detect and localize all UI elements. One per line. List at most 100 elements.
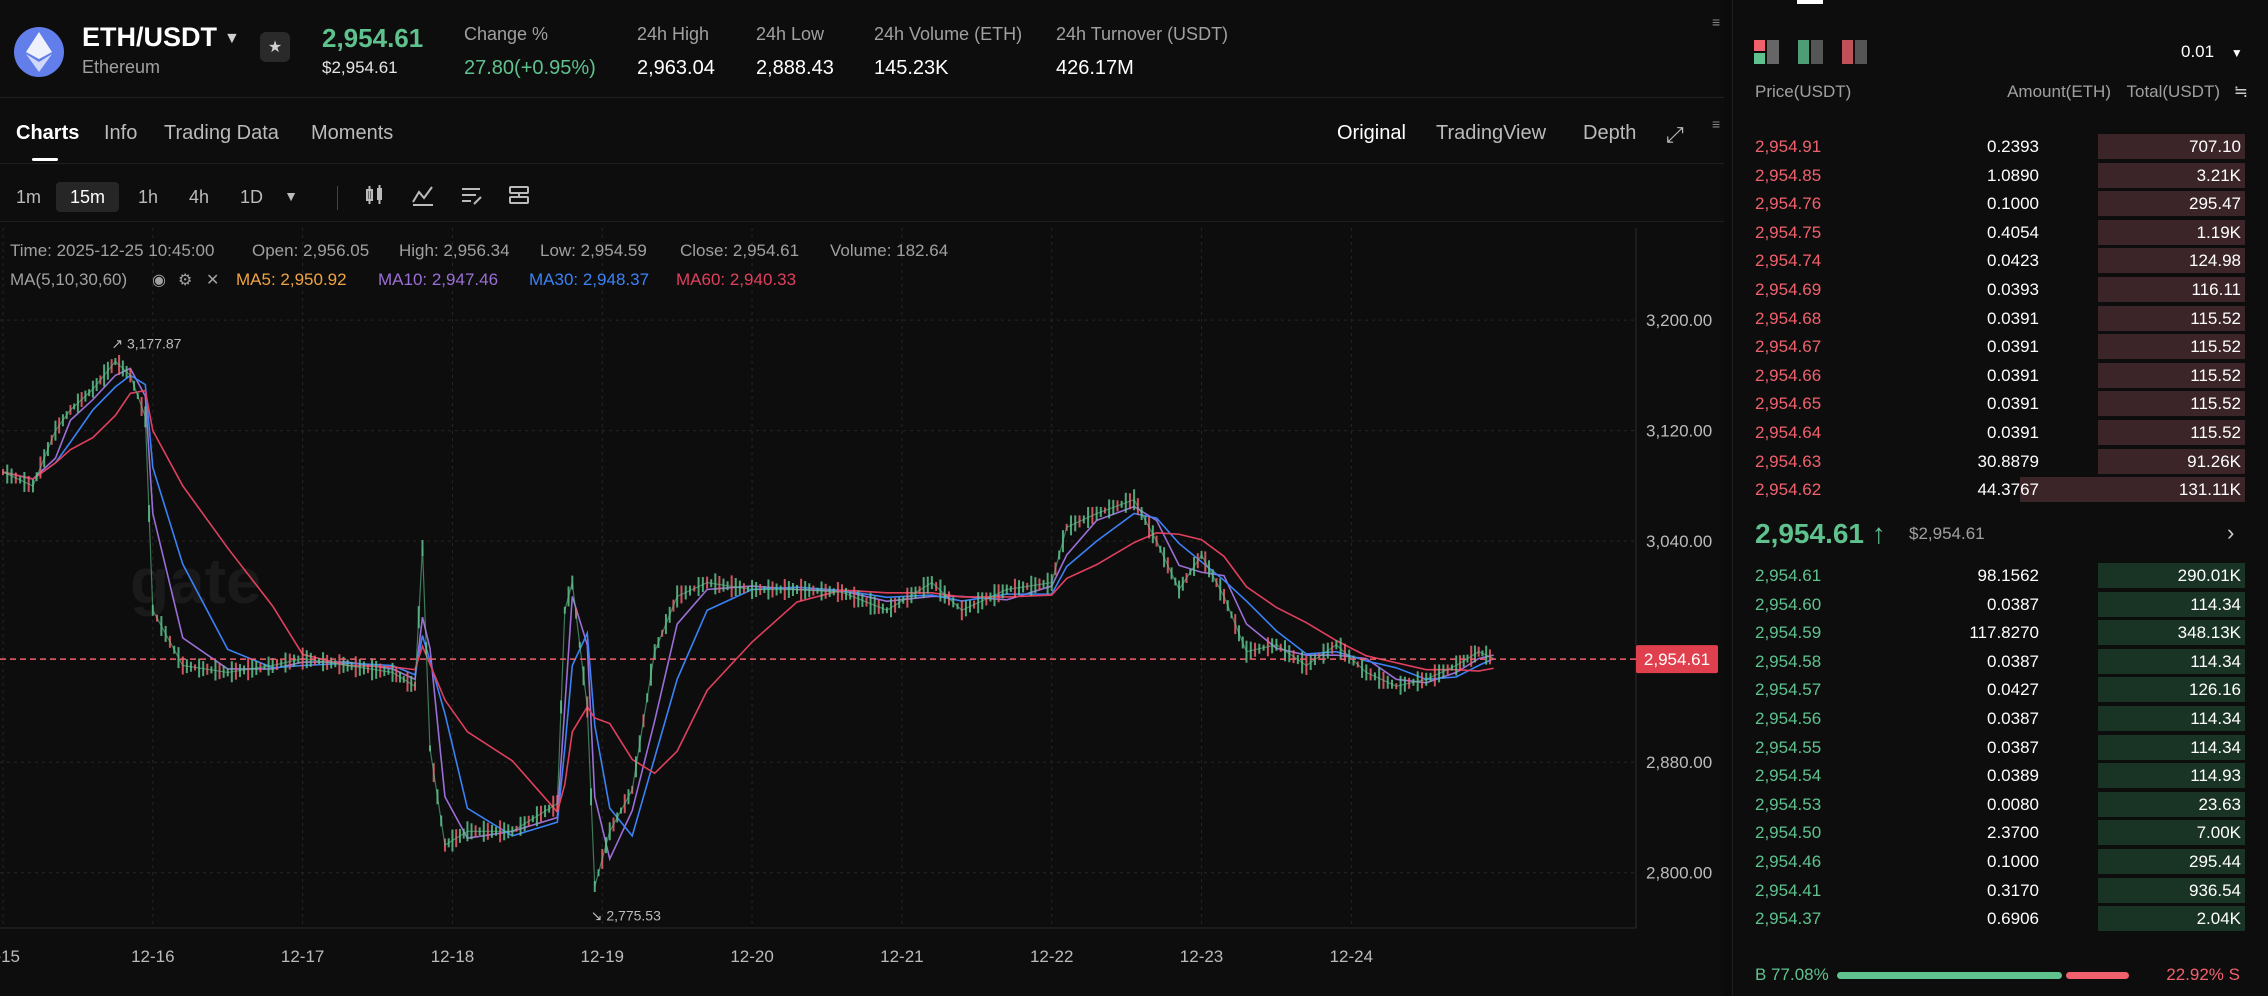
row-amount: 2.3700 [1987,823,2039,843]
bid-row[interactable]: 2,954.59 117.8270 348.13K [1733,618,2268,646]
ask-row[interactable]: 2,954.62 44.3767 131.11K [1733,475,2268,503]
header-total: Total(USDT) [2126,82,2220,101]
row-total: 124.98 [2189,251,2241,271]
ask-row[interactable]: 2,954.65 0.0391 115.52 [1733,389,2268,417]
row-amount: 0.0387 [1987,737,2039,757]
ask-row[interactable]: 2,954.85 1.0890 3.21K [1733,161,2268,189]
close-icon[interactable]: ✕ [206,270,219,289]
depth-bar [2098,763,2245,789]
row-price: 2,954.76 [1755,194,1822,214]
precision-select[interactable]: 0.01 ▼ [2181,42,2243,62]
eye-icon[interactable]: ◉ [152,270,166,289]
depth-bar [2098,620,2245,646]
y-tick-label: 3,040.00 [1646,532,1712,551]
buy-ratio-bar [1837,972,2062,979]
depth-bar [2098,134,2245,159]
ma60-value: MA60: 2,940.33 [676,270,796,289]
ask-row[interactable]: 2,954.63 30.8879 91.26K [1733,447,2268,475]
depth-bar [2098,162,2245,188]
chevron-right-icon[interactable]: › [2227,520,2235,545]
tab-charts[interactable]: Charts [16,122,80,144]
bid-row[interactable]: 2,954.56 0.0387 114.34 [1733,704,2268,732]
price-chart[interactable]: gate 2,954.61 ↗ 3,177.87 ↘ 2,775.53 Time: … [0,228,1724,988]
row-total: 115.52 [2190,394,2241,414]
bid-row[interactable]: 2,954.46 0.1000 295.44 [1733,847,2268,875]
row-amount: 0.1000 [1987,852,2039,871]
drawing-tools-icon[interactable] [458,184,484,210]
row-amount: 0.0387 [1987,651,2039,671]
price-chart-svg[interactable]: gate 2,954.61 ↗ 3,177.87 ↘ 2,775.53 Time: … [0,228,1724,988]
row-price: 2,954.74 [1755,251,1822,271]
bid-row[interactable]: 2,954.50 2.3700 7.00K [1733,818,2268,846]
bid-row[interactable]: 2,954.37 0.6906 2.04K [1733,904,2268,932]
ohlc-close: Close: 2,954.61 [680,241,799,260]
bid-row[interactable]: 2,954.58 0.0387 114.34 [1733,647,2268,675]
depth-bar [2098,877,2245,903]
row-price: 2,954.65 [1755,394,1822,414]
timeframe-4h[interactable]: 4h [189,187,210,207]
tab-trading-data[interactable]: Trading Data [164,122,279,144]
depth-bar [2098,820,2245,846]
tab-tradingview[interactable]: TradingView [1436,122,1547,144]
row-total: 115.52 [2190,423,2241,442]
orderbook-both-icon[interactable] [1753,38,1781,66]
row-total: 295.47 [2189,194,2241,214]
row-total: 114.34 [2190,737,2241,757]
ask-row[interactable]: 2,954.67 0.0391 115.52 [1733,332,2268,360]
bid-row[interactable]: 2,954.41 0.3170 936.54 [1733,876,2268,904]
drag-handle-icon[interactable]: ≡ [1712,14,1721,30]
candlestick-icon[interactable] [362,184,388,210]
mid-price-usd: $2,954.61 [1909,524,1985,543]
bid-row[interactable]: 2,954.54 0.0389 114.93 [1733,761,2268,789]
ask-row[interactable]: 2,954.66 0.0391 115.52 [1733,361,2268,389]
tab-depth[interactable]: Depth [1583,122,1637,144]
pair-name: Ethereum [82,57,161,77]
ask-row[interactable]: 2,954.91 0.2393 707.10 [1733,132,2268,160]
sort-icon[interactable]: ≒ [2233,82,2248,101]
expand-icon[interactable]: ⤢ [1666,122,1684,147]
depth-bar [2098,563,2245,588]
row-total: 91.26K [2187,451,2241,471]
chevron-down-icon[interactable]: ▼ [284,188,298,204]
gear-icon[interactable]: ⚙ [178,270,192,289]
row-total: 115.52 [2190,365,2241,385]
ask-row[interactable]: 2,954.64 0.0391 115.52 [1733,418,2268,446]
bid-row[interactable]: 2,954.53 0.0080 23.63 [1733,790,2268,818]
ask-row[interactable]: 2,954.69 0.0393 116.11 [1733,275,2268,303]
orderbook-bids-icon[interactable] [1797,38,1825,66]
timeframe-1h[interactable]: 1h [138,187,159,207]
chevron-down-icon[interactable]: ▼ [224,30,240,47]
depth-bar [2098,420,2245,445]
ask-row[interactable]: 2,954.68 0.0391 115.52 [1733,304,2268,332]
ask-row[interactable]: 2,954.76 0.1000 295.47 [1733,189,2268,217]
row-total: 115.52 [2190,337,2241,357]
tab-info[interactable]: Info [104,122,138,144]
row-price: 2,954.66 [1755,365,1822,385]
row-total: 114.34 [2190,651,2241,671]
drag-handle-icon[interactable]: ≡ [1712,116,1721,132]
orderbook-asks-icon[interactable] [1841,38,1869,66]
precision-value: 0.01 [2181,42,2215,61]
buy-ratio: B 77.08% [1755,965,1829,984]
row-total: 3.21K [2196,165,2241,185]
row-amount: 0.0389 [1987,766,2039,786]
pair-symbol[interactable]: ETH/USDT [82,22,217,52]
tab-original[interactable]: Original [1337,122,1406,144]
tab-moments[interactable]: Moments [311,122,394,144]
ohlc-low: Low: 2,954.59 [540,241,647,260]
bid-row[interactable]: 2,954.61 98.1562 290.01K [1733,561,2268,589]
settings-icon[interactable] [506,184,532,210]
favorite-star-icon[interactable]: ★ [260,32,290,62]
timeframe-15m[interactable]: 15m [56,182,120,212]
ask-row[interactable]: 2,954.74 0.0423 124.98 [1733,246,2268,274]
depth-bar [2098,334,2245,360]
bid-row[interactable]: 2,954.57 0.0427 126.16 [1733,675,2268,703]
timeframe-1m[interactable]: 1m [16,187,42,207]
bid-row[interactable]: 2,954.55 0.0387 114.34 [1733,733,2268,761]
bid-row[interactable]: 2,954.60 0.0387 114.34 [1733,590,2268,618]
depth-bar [2098,591,2245,617]
timeframe-1d[interactable]: 1D [240,187,264,207]
indicator-icon[interactable] [410,184,436,210]
sell-ratio-bar [2066,972,2129,979]
ask-row[interactable]: 2,954.75 0.4054 1.19K [1733,218,2268,246]
